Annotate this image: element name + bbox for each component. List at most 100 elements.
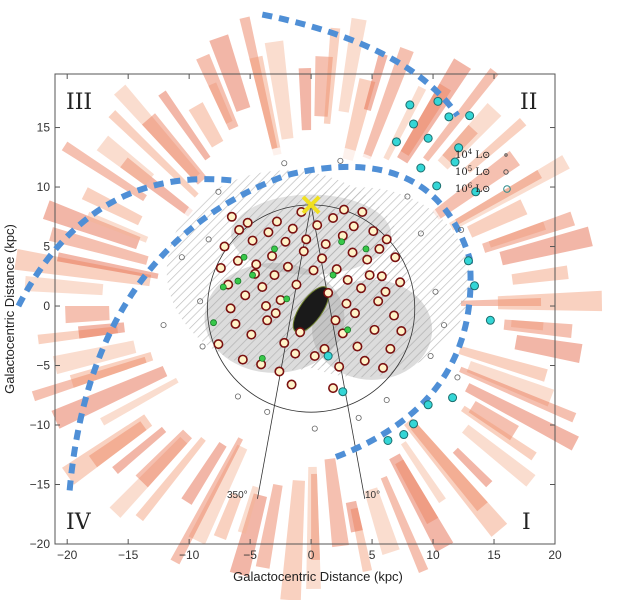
cyan-source-point [338,387,348,397]
cyan-source-point [450,157,460,167]
source-point [373,296,384,307]
source-point [271,216,282,227]
arm-wedge [170,437,243,565]
source-point [237,354,248,365]
cyan-source-point [454,143,464,153]
arm-wedge [397,58,472,164]
arm-wedge [467,199,528,238]
source-point [291,279,302,290]
grey-source-point [160,322,167,329]
arm-wedge [497,290,603,312]
cyan-source-point [433,96,443,106]
cyan-source-point [423,400,433,410]
axis-ticks [55,74,556,545]
arm-wedge [135,429,192,488]
source-point [298,246,309,257]
source-point [213,339,224,350]
arm-wedge [108,110,199,198]
source-point [309,350,320,361]
arm-wedge [181,441,227,505]
source-point [334,361,345,372]
arm-wedge [462,424,536,487]
arm-wedge [112,426,167,474]
arm-wedge [62,414,153,485]
quadrant-label-III: III [66,90,92,115]
source-point [369,324,380,335]
arm-wedge [499,226,593,266]
legend-entry-1e6: 106 L⊙ [455,182,490,195]
source-point [376,271,387,282]
cyan-source-point [463,256,473,266]
arm-wedge [88,421,147,468]
arm-wedge [280,480,305,600]
arm-wedge [389,453,454,552]
source-point [260,301,271,312]
axes-frame [54,73,556,545]
arm-wedge [380,475,429,574]
arm-wedge [237,485,260,534]
green-source-point [344,326,352,334]
x-tick-label: 20 [548,548,562,562]
source-point [274,366,285,377]
grey-source-point [355,414,362,421]
longitude-label-350: 350° [227,490,248,501]
arm-wedge [437,103,502,170]
cyan-source-point [409,419,419,429]
source-point [328,383,339,394]
source-point [269,270,280,281]
source-point [362,254,373,265]
sun-marker [301,195,321,215]
y-tick-label: 15 [37,121,51,135]
quadrant-label-I: I [522,510,531,535]
source-point [359,355,370,366]
source-point [267,251,278,262]
x-tick-label: 0 [308,548,315,562]
arm-wedge [338,17,367,113]
arm-wedge [37,326,118,345]
x-tick-label: −10 [179,548,200,562]
arm-wedge [400,441,446,504]
arm-wedge [158,90,211,161]
arm-wedge [114,84,200,180]
x-tick-label: 5 [369,548,376,562]
source-point [330,315,341,326]
cyan-source-point [470,281,480,291]
arm-wedge [458,346,548,382]
grey-source-point [458,226,465,233]
source-point [380,286,391,297]
arm-wedge [135,437,206,522]
arm-wedge [188,444,248,545]
arm-wedge [342,78,376,161]
source-point [215,262,226,273]
green-source-point [271,245,278,253]
grey-source-point [383,397,390,404]
arm-wedge [42,200,141,250]
arm-wedge [213,492,242,541]
arm-wedge [364,487,400,555]
arm-wedge [239,16,278,149]
source-point [385,343,396,354]
arm-wedge [464,117,527,173]
source-point [317,253,328,264]
source-point [251,259,262,270]
dashed-arc-left [15,176,239,308]
arm-wedge [52,340,137,375]
grey-source-point [454,374,461,381]
source-points [160,96,495,445]
cyan-source-point [448,393,458,403]
source-point [230,318,241,329]
source-point [348,221,359,232]
arm-wedge [324,458,349,548]
cyan-source-point [391,137,401,147]
arm-wedge [69,352,154,388]
green-source-point [234,277,242,285]
cyan-source-point [416,163,426,173]
arm-wedge [31,356,147,402]
arm-wedge [65,306,110,324]
grey-source-point [281,160,288,167]
arm-wedge [511,265,569,285]
grey-source-point [215,188,222,195]
source-point [286,379,297,390]
arm-wedge [466,361,555,407]
